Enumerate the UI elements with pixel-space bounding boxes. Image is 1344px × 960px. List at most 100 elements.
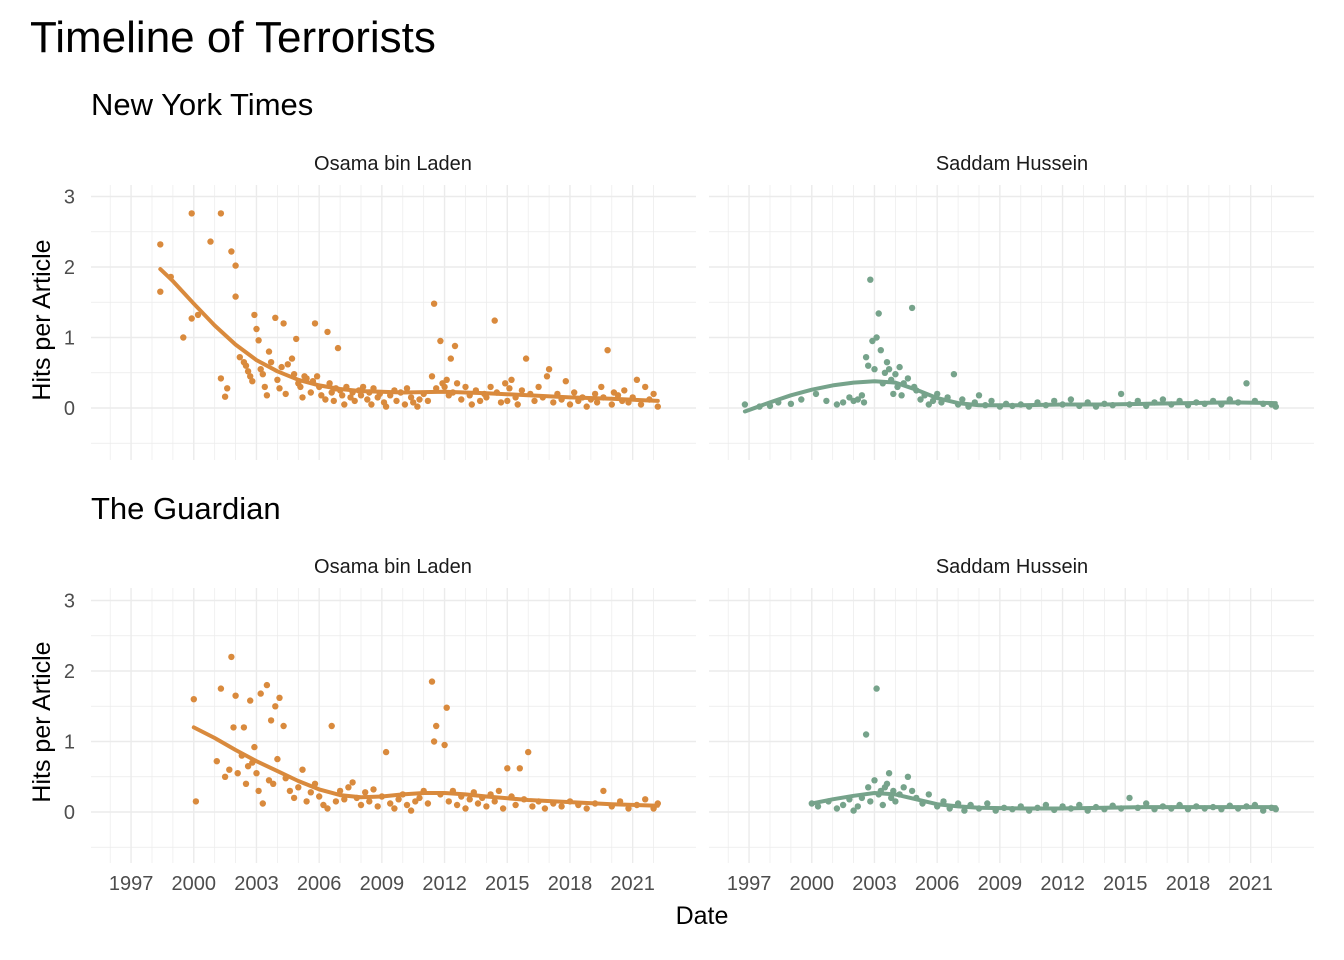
data-point [959, 396, 966, 403]
data-point [267, 717, 275, 724]
data-point [814, 803, 822, 810]
data-point [370, 786, 377, 793]
data-point [430, 738, 438, 745]
x-tick-label: 2018 [548, 873, 593, 895]
data-point [885, 770, 893, 777]
data-point [896, 363, 903, 371]
data-point [234, 770, 241, 777]
data-point [226, 766, 233, 773]
y-tick-label: 1 [64, 328, 75, 350]
data-point [531, 397, 538, 405]
data-point [499, 805, 507, 812]
trend-line [191, 725, 660, 808]
data-point [157, 288, 164, 295]
data-point [502, 380, 509, 387]
facet-label-nyt-osama: Osama bin Laden [314, 153, 472, 175]
data-point [395, 796, 402, 803]
data-point [228, 248, 235, 255]
data-point [441, 741, 448, 749]
data-point [194, 311, 202, 319]
data-point [217, 210, 225, 217]
data-point [236, 354, 243, 361]
data-point [541, 805, 549, 812]
data-point [316, 793, 323, 800]
data-point [483, 394, 490, 401]
data-point [614, 392, 622, 399]
data-point [299, 394, 306, 401]
data-point [274, 755, 281, 763]
data-point [650, 390, 657, 398]
data-point [307, 389, 314, 396]
data-point [798, 396, 805, 403]
data-point [462, 383, 469, 391]
data-point [357, 392, 365, 399]
data-point [975, 392, 983, 399]
data-point [274, 376, 281, 383]
x-tick-label: 1997 [109, 873, 154, 895]
panel-guardian-osama: 0 1 2 3 1997 2000 2003 2006 2009 2012 2015 2018 2021 [64, 588, 696, 895]
data-point [1051, 397, 1058, 405]
data-point [917, 396, 924, 403]
data-point [230, 724, 237, 731]
data-point [332, 798, 340, 805]
data-point [244, 368, 252, 375]
data-point [898, 392, 905, 399]
data-point [424, 800, 432, 807]
row-title-guardian: The Guardian [91, 491, 281, 526]
data-point [495, 787, 503, 795]
data-point [416, 396, 423, 403]
data-point [228, 653, 235, 661]
data-point [892, 371, 899, 378]
x-tick-label: 1997 [727, 873, 772, 895]
data-point [391, 805, 398, 812]
x-tick-label: 2006 [915, 873, 960, 895]
y-tick-label: 0 [64, 802, 75, 824]
data-point [508, 376, 515, 383]
data-point [854, 803, 861, 810]
data-point [888, 794, 895, 802]
data-point [217, 685, 225, 692]
data-point [272, 703, 279, 710]
data-point [451, 342, 459, 350]
data-point [654, 403, 661, 410]
data-point [347, 394, 354, 401]
data-point [430, 300, 438, 307]
data-point [253, 325, 260, 333]
data-point [251, 743, 258, 751]
data-point [525, 748, 532, 756]
data-point [244, 763, 252, 770]
x-tick-label: 2006 [297, 873, 342, 895]
data-point [299, 766, 306, 773]
y-tick-label: 0 [64, 398, 75, 420]
x-tick-label: 2018 [1166, 873, 1211, 895]
data-point [867, 276, 874, 283]
panel-guardian-saddam: 1997 2000 2003 2006 2009 2012 2015 2018 2021 [709, 588, 1314, 895]
data-point [1117, 390, 1125, 398]
data-point [403, 385, 411, 392]
data-point [249, 378, 256, 385]
data-point [255, 337, 262, 344]
data-point [303, 798, 310, 805]
data-point [284, 361, 291, 368]
data-point [522, 355, 530, 362]
data-point [869, 337, 876, 345]
data-point [879, 801, 886, 809]
x-tick-label: 2021 [610, 873, 655, 895]
y-tick-label: 3 [64, 591, 75, 613]
data-point [261, 383, 268, 391]
data-point [512, 801, 519, 809]
data-point [787, 400, 795, 407]
data-point [529, 803, 536, 810]
data-point [412, 798, 419, 805]
data-point [514, 401, 521, 408]
x-tick-label: 2000 [790, 873, 835, 895]
data-point [497, 399, 505, 406]
data-point [334, 344, 342, 352]
x-tick-label: 2015 [1103, 873, 1148, 895]
data-point [242, 362, 250, 369]
data-point [251, 311, 258, 319]
data-point [410, 399, 417, 406]
data-point [180, 334, 187, 341]
data-point [904, 375, 912, 382]
